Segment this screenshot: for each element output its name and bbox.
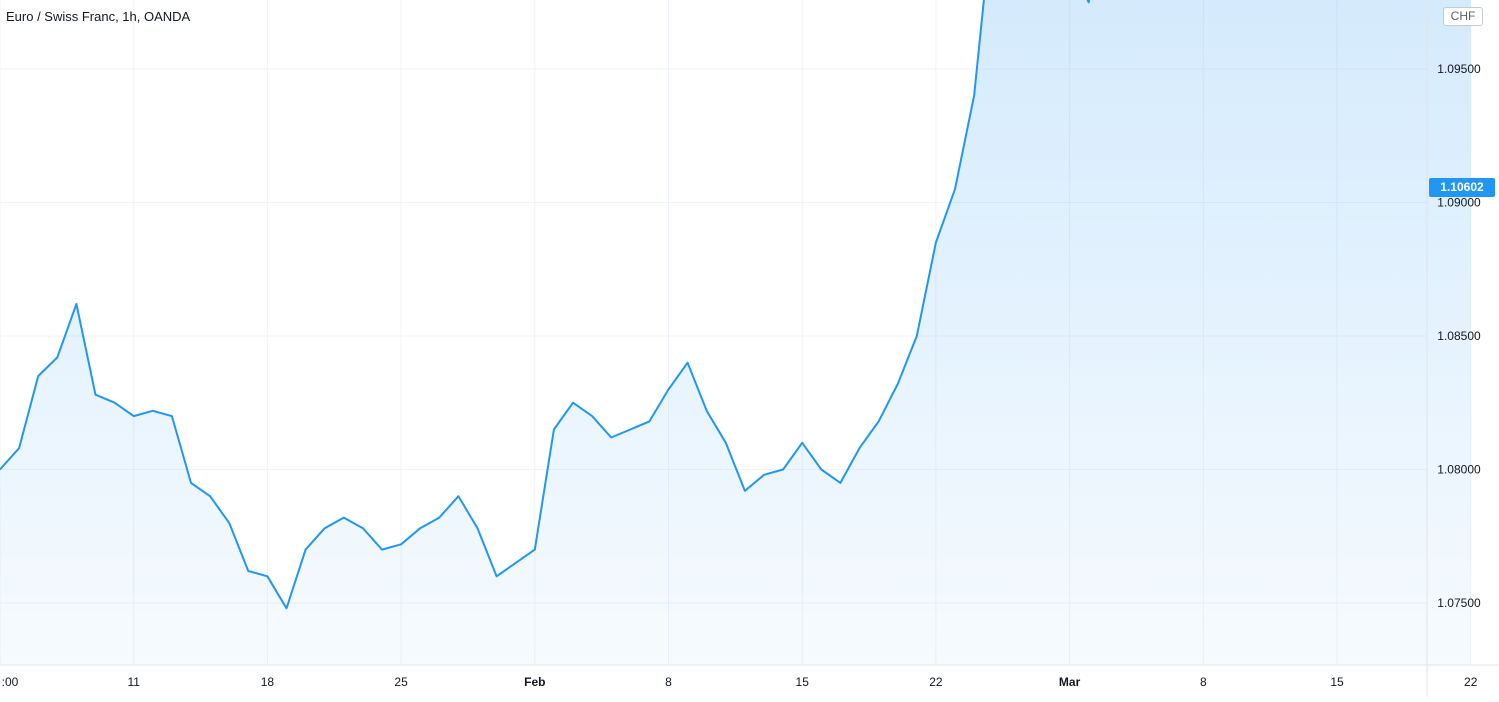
x-tick-label: 15 <box>796 675 810 689</box>
x-tick-label: 22 <box>1464 675 1478 689</box>
currency-badge[interactable]: CHF <box>1443 7 1483 26</box>
x-tick-label: Mar <box>1059 675 1081 689</box>
y-tick-label: 1.09000 <box>1437 196 1481 210</box>
last-price-label: 1.10602 <box>1429 178 1495 197</box>
series-area <box>0 0 1471 665</box>
y-tick-label: 1.07500 <box>1437 596 1481 610</box>
x-tick-label: 22 <box>929 675 943 689</box>
x-axis-ticks: :00 11 18 25 Feb 8 15 22 Mar 8 15 22 <box>2 675 1478 689</box>
x-tick-label: 25 <box>394 675 408 689</box>
x-tick-label: 15 <box>1330 675 1344 689</box>
chart-title: Euro / Swiss Franc, 1h, OANDA <box>6 9 191 24</box>
x-tick-label: 8 <box>1200 675 1207 689</box>
x-tick-label: :00 <box>2 675 19 689</box>
y-tick-label: 1.08500 <box>1437 329 1481 343</box>
y-tick-label: 1.09500 <box>1437 62 1481 76</box>
x-tick-label: 8 <box>665 675 672 689</box>
x-tick-label: 11 <box>127 675 140 689</box>
x-tick-label: 18 <box>261 675 275 689</box>
y-tick-label: 1.08000 <box>1437 463 1481 477</box>
area-fill <box>0 0 1471 665</box>
x-tick-label: Feb <box>524 675 545 689</box>
series-line <box>0 0 1091 610</box>
y-axis-ticks: 1.07500 1.08000 1.08500 1.09000 1.09500 <box>1437 62 1481 610</box>
price-line <box>0 0 1091 610</box>
